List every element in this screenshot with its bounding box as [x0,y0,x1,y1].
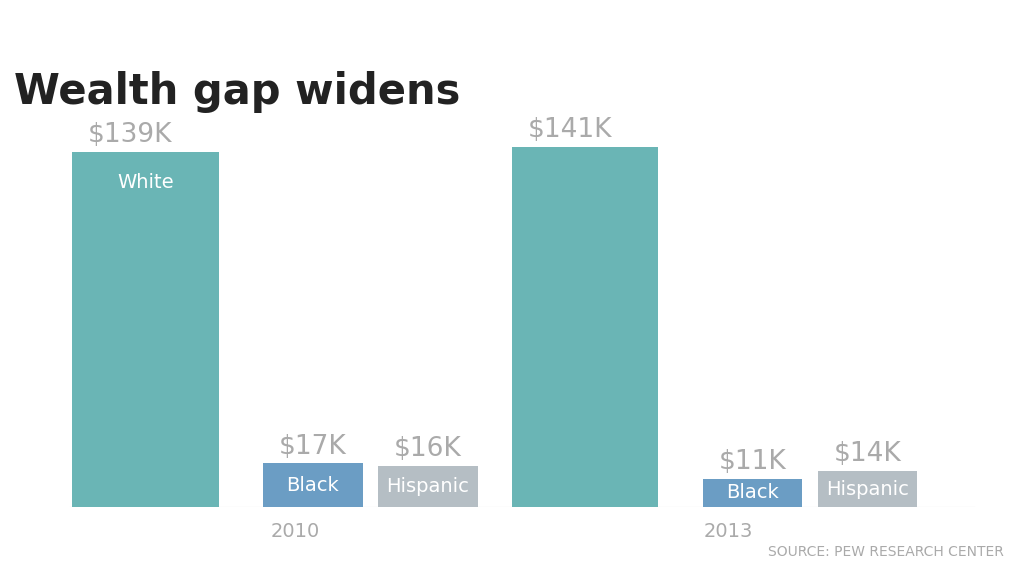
Text: White: White [117,173,174,192]
Bar [702,479,802,507]
Text: $11K: $11K [719,449,786,475]
Bar [72,152,219,507]
Text: Black: Black [726,483,779,502]
Text: $139K: $139K [88,122,172,149]
Bar [263,464,362,507]
Bar [378,466,478,507]
Text: 2010: 2010 [270,522,319,541]
Bar [512,147,658,507]
Text: $16K: $16K [394,436,462,462]
Bar [818,471,918,507]
Text: Wealth gap widens: Wealth gap widens [13,71,460,113]
Text: Hispanic: Hispanic [826,479,909,498]
Text: Hispanic: Hispanic [387,477,469,496]
Text: $141K: $141K [527,118,612,143]
Text: $14K: $14K [834,441,901,467]
Text: SOURCE: PEW RESEARCH CENTER: SOURCE: PEW RESEARCH CENTER [768,545,1004,559]
Text: $17K: $17K [279,434,347,460]
Text: Black: Black [287,476,339,495]
Text: 2013: 2013 [703,522,753,541]
